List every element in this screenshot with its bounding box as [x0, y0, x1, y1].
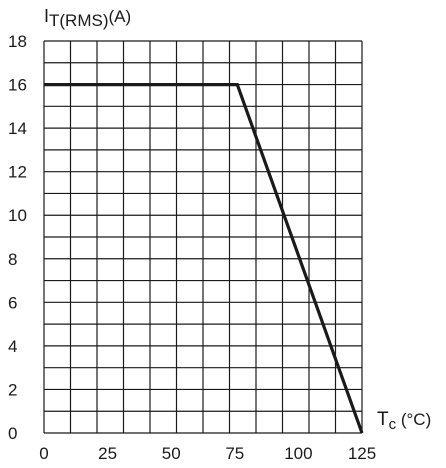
y-axis-label-main: I — [44, 6, 49, 26]
x-tick-label: 50 — [162, 444, 181, 463]
y-tick-label: 14 — [8, 119, 27, 138]
x-tick-label: 75 — [225, 444, 244, 463]
series-line-0 — [44, 82, 364, 434]
grid — [43, 40, 363, 434]
x-tick-label: 0 — [39, 444, 48, 463]
x-axis-label-main: T — [377, 409, 389, 430]
y-tick-label: 0 — [8, 424, 17, 443]
x-axis-label: Tc (°C) — [377, 409, 431, 433]
x-axis-label-sub: c — [389, 416, 397, 433]
x-tick-label: 125 — [348, 444, 376, 463]
x-tick-label: 100 — [284, 444, 312, 463]
x-tick-labels: 0 25 50 75 100 125 — [39, 444, 376, 463]
y-tick-label: 12 — [8, 163, 27, 182]
y-axis-label: IT(RMS)(A) — [44, 6, 131, 30]
y-axis-label-unit: (A) — [109, 7, 132, 26]
series-layer — [44, 82, 364, 434]
y-axis-label-sub: T(RMS) — [49, 11, 108, 30]
y-tick-label: 4 — [8, 337, 17, 356]
x-axis-label-unit: (°C) — [401, 410, 431, 429]
y-tick-labels: 0 2 4 6 8 10 12 14 16 18 — [8, 32, 27, 443]
y-tick-label: 16 — [8, 76, 27, 95]
x-tick-label: 25 — [98, 444, 117, 463]
y-tick-label: 18 — [8, 32, 27, 51]
y-tick-label: 10 — [8, 206, 27, 225]
y-tick-label: 2 — [8, 380, 17, 399]
y-tick-label: 6 — [8, 293, 17, 312]
y-tick-label: 8 — [8, 250, 17, 269]
